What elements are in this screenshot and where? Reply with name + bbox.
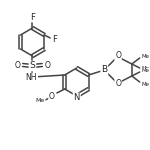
Text: Me: Me [36, 99, 45, 104]
Text: N: N [74, 93, 80, 102]
Text: O: O [15, 60, 21, 69]
Text: O: O [115, 80, 121, 88]
Text: Me: Me [142, 69, 150, 74]
Text: F: F [52, 34, 57, 43]
Text: S: S [30, 61, 35, 70]
Text: NH: NH [26, 74, 37, 82]
Text: F: F [30, 12, 35, 21]
Text: Me: Me [142, 66, 150, 72]
Text: O: O [49, 93, 55, 102]
Text: Me: Me [142, 81, 150, 87]
Text: B: B [101, 66, 107, 75]
Text: O: O [44, 60, 50, 69]
Text: Me: Me [142, 54, 150, 58]
Text: O: O [115, 51, 121, 60]
